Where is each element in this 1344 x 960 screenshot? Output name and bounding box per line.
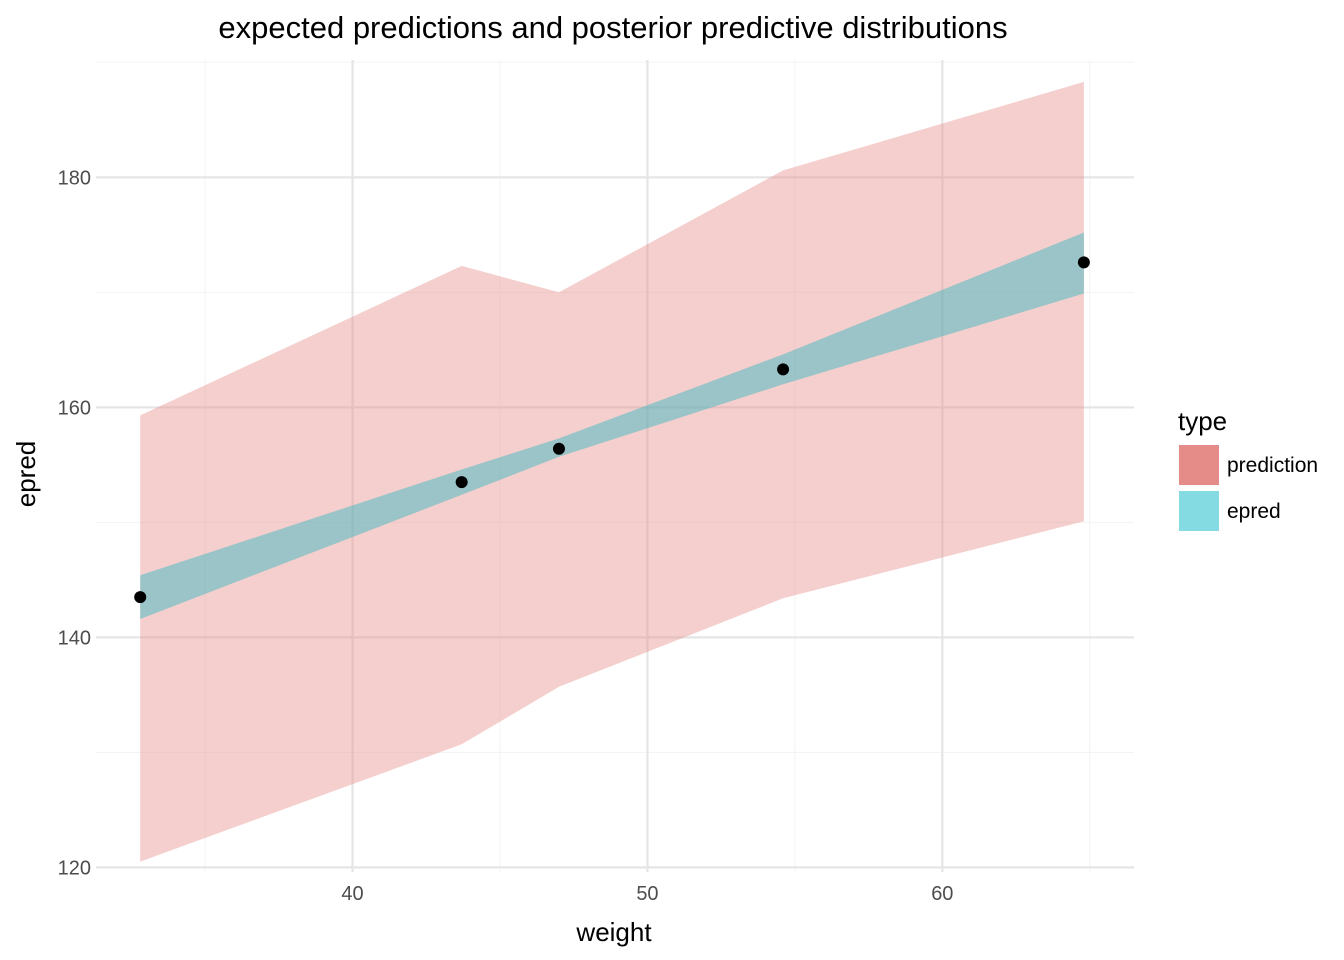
x-tick-label: 50	[636, 883, 658, 905]
y-tick-label: 160	[58, 397, 91, 419]
y-tick-label: 120	[58, 857, 91, 879]
legend-label-prediction: prediction	[1227, 454, 1318, 477]
legend-swatch-prediction	[1179, 445, 1219, 485]
ribbon-epred	[140, 232, 1084, 619]
data-point	[1077, 256, 1090, 269]
legend-swatch-epred	[1179, 491, 1219, 531]
data-point	[777, 363, 790, 376]
x-axis-title: weight	[575, 917, 652, 947]
ribbon-prediction	[140, 81, 1084, 862]
chart-title: expected predictions and posterior predi…	[218, 10, 1007, 45]
legend-title: type	[1178, 406, 1227, 436]
data-point	[455, 476, 468, 489]
legend: type prediction epred	[1178, 406, 1318, 531]
tick-labels: 40 50 60 120 140 160 180	[58, 167, 954, 905]
ribbons	[140, 81, 1084, 862]
data-point	[552, 442, 565, 455]
y-axis-title: epred	[11, 441, 41, 508]
y-tick-label: 180	[58, 167, 91, 189]
x-tick-label: 40	[341, 883, 363, 905]
data-point	[134, 591, 147, 604]
data-points	[134, 256, 1090, 604]
legend-label-epred: epred	[1227, 500, 1281, 523]
minor-gridlines	[96, 60, 1134, 872]
y-tick-label: 140	[58, 627, 91, 649]
legend-entries: prediction epred	[1179, 445, 1318, 531]
major-gridlines	[96, 60, 1134, 872]
x-tick-label: 60	[931, 883, 953, 905]
